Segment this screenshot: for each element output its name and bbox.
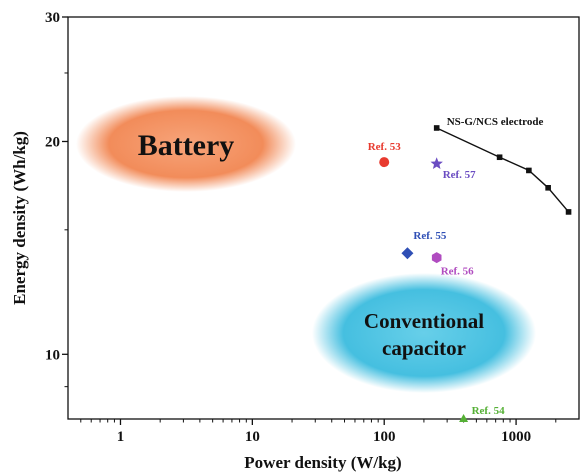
ref-marker-circle <box>379 157 390 168</box>
capacitor-region <box>312 273 536 393</box>
x-tick-label: 10 <box>245 429 260 445</box>
ref-marker-diamond <box>401 247 414 260</box>
series-point <box>565 209 572 215</box>
x-tick-label: 100 <box>373 429 396 445</box>
y-tick-label: 20 <box>45 134 60 150</box>
y-axis-title: Energy density (Wh/kg) <box>10 131 29 305</box>
battery-region <box>76 96 296 192</box>
x-tick-label: 1 <box>117 429 125 445</box>
axes: 1 10 100 1000 10 20 30 <box>45 10 557 445</box>
y-tick-label: 10 <box>45 347 60 363</box>
y-tick-label: 30 <box>45 10 60 26</box>
series-point <box>496 154 503 161</box>
ref-label: Ref. 53 <box>368 141 401 153</box>
series-point <box>545 184 551 191</box>
capacitor-label-line1: Conventional <box>364 309 484 333</box>
series-point <box>526 167 532 174</box>
ref-label: Ref. 55 <box>413 230 446 242</box>
series-label: NS-G/NCS electrode <box>447 116 544 128</box>
x-axis-title: Power density (W/kg) <box>244 453 401 472</box>
x-tick-label: 1000 <box>501 429 531 445</box>
references-layer: Ref. 53 Ref. 57 Ref. 55 Ref. 56 Ref. 54 <box>368 141 505 422</box>
capacitor-label-line2: capacitor <box>382 336 466 360</box>
series-point <box>433 125 440 131</box>
ref-label: Ref. 57 <box>443 169 476 181</box>
battery-label: Battery <box>138 129 235 162</box>
series-layer: NS-G/NCS electrode <box>433 116 572 215</box>
ref-label: Ref. 54 <box>472 405 505 417</box>
ref-marker-star <box>430 157 443 169</box>
ref-marker-hexagon <box>431 252 442 264</box>
ref-marker-triangle <box>459 414 469 422</box>
ref-label: Ref. 56 <box>441 266 474 278</box>
plot-frame <box>67 16 580 420</box>
